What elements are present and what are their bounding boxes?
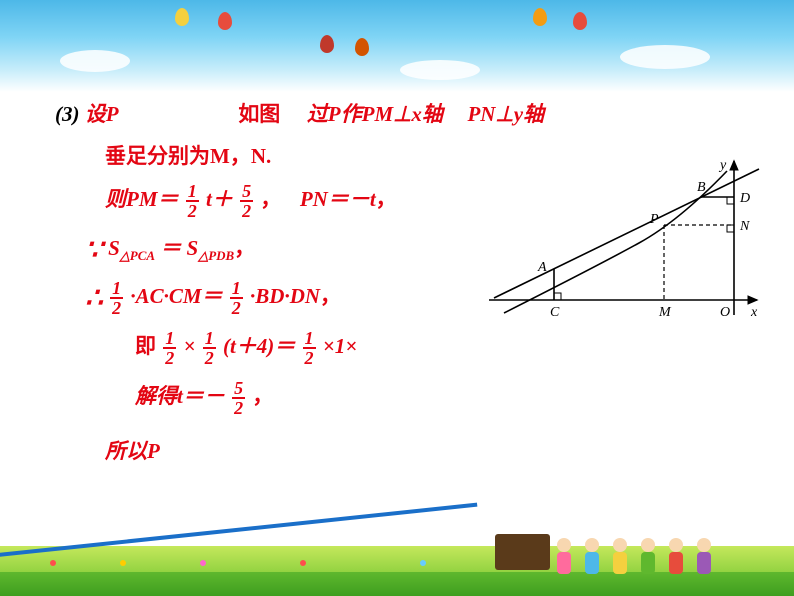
line-7: 解得t＝－ 52 ，: [135, 379, 774, 417]
frac-5-2a: 52: [240, 182, 253, 220]
frac-1-2d: 12: [163, 329, 176, 367]
part-label: (3): [55, 102, 80, 126]
kid-icon: [694, 538, 714, 582]
text-bd-dn: ·BD·DN: [250, 284, 320, 308]
text-as-shown: 如图: [238, 102, 280, 126]
times1: ×: [184, 334, 201, 358]
text-pn-perp: PN⊥y轴: [467, 102, 544, 126]
balloon-icon: [218, 12, 232, 30]
frac-5-2b: 52: [232, 379, 245, 417]
times-1: ×1×: [323, 334, 357, 358]
t-plus-4: (t＋4)＝: [223, 334, 301, 358]
line-8: 所以P: [105, 435, 774, 465]
wooden-sign: [495, 534, 550, 570]
text-then: 则PM＝: [105, 187, 179, 211]
svg-text:B: B: [697, 180, 706, 195]
frac-1-2e: 12: [203, 329, 216, 367]
balloon-icon: [573, 12, 587, 30]
svg-text:y: y: [718, 158, 727, 173]
s-pca: S: [108, 236, 120, 260]
text-pn-eq: PN＝－t: [300, 187, 376, 211]
svg-text:D: D: [739, 191, 750, 206]
comma1: ，: [260, 187, 281, 211]
sub-pdb: △PDB: [198, 248, 234, 263]
svg-text:O: O: [720, 305, 730, 320]
frac-1-2c: 12: [230, 279, 243, 317]
text-t-plus: t＋: [206, 187, 233, 211]
flower-icon: [420, 560, 426, 566]
flower-icon: [50, 560, 56, 566]
kid-icon: [554, 538, 574, 582]
sky-header: [0, 0, 794, 92]
balloon-icon: [533, 8, 547, 26]
text-so-p: 所以P: [105, 439, 160, 463]
text-solve: 解得t＝－: [135, 384, 230, 408]
balloon-icon: [320, 35, 334, 53]
text-ac-cm: ·AC·CM＝: [130, 284, 222, 308]
text-draw-pm: 过P作PM⊥x轴: [307, 102, 443, 126]
kid-icon: [582, 538, 602, 582]
sub-pca: △PCA: [120, 248, 155, 263]
balloon-icon: [175, 8, 189, 26]
svg-text:N: N: [739, 219, 750, 234]
eq1: ＝: [160, 236, 181, 260]
therefore-symbol: ∴: [85, 283, 103, 314]
svg-text:P: P: [649, 212, 659, 227]
text-ie: 即: [135, 334, 156, 358]
cloud: [400, 60, 480, 80]
coordinate-diagram: y x O A B C D M N P: [479, 155, 764, 325]
cloud: [60, 50, 130, 72]
frac-1-2a: 12: [186, 182, 199, 220]
flower-icon: [120, 560, 126, 566]
svg-text:C: C: [550, 305, 560, 320]
kid-icon: [638, 538, 658, 582]
text-set-p: 设P: [85, 102, 118, 126]
kid-icon: [610, 538, 630, 582]
cloud: [620, 45, 710, 69]
s-pdb: S: [187, 236, 199, 260]
svg-text:x: x: [750, 305, 758, 320]
kids-illustration: [554, 522, 734, 582]
frac-1-2b: 12: [110, 279, 123, 317]
kid-icon: [666, 538, 686, 582]
because-symbol: ∵: [85, 235, 103, 266]
flower-icon: [200, 560, 206, 566]
flower-icon: [300, 560, 306, 566]
text-feet: 垂足分别为M，N.: [105, 144, 271, 168]
line-6: 即 12 × 12 (t＋4)＝ 12 ×1×: [135, 329, 774, 367]
line-1: (3) 设P 如图 过P作PM⊥x轴 PN⊥y轴: [55, 98, 774, 128]
frac-1-2f: 12: [303, 329, 316, 367]
svg-text:A: A: [537, 260, 547, 275]
balloon-icon: [355, 38, 369, 56]
svg-text:M: M: [658, 305, 672, 320]
